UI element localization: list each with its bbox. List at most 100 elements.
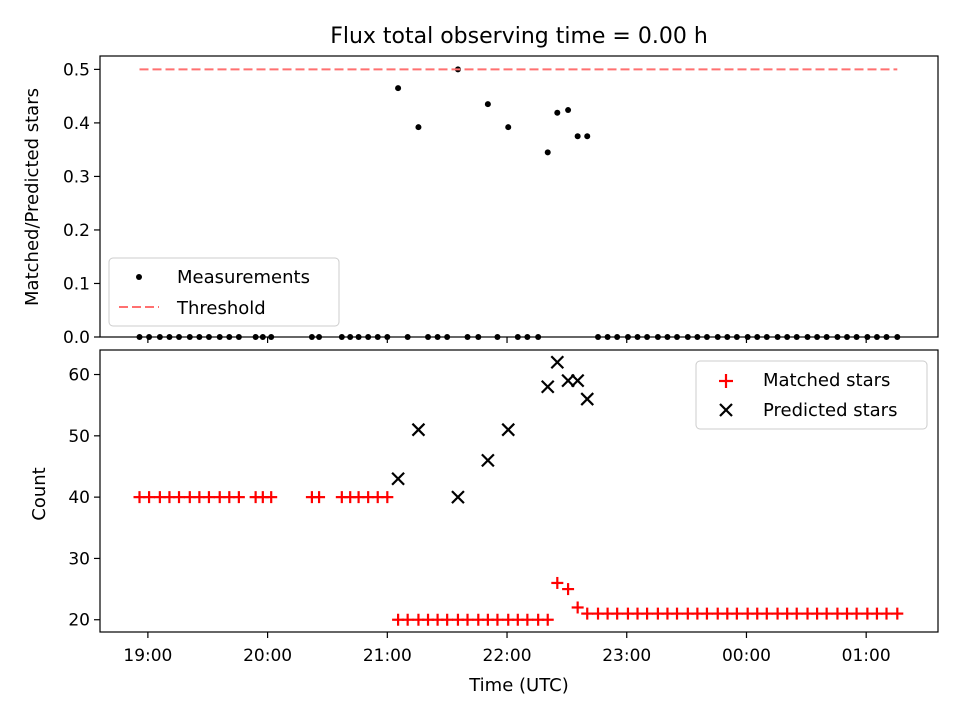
measurements-point [814, 334, 821, 340]
measurements-point [873, 334, 880, 340]
top-y-tick-label: 0.0 [63, 328, 90, 348]
predicted-stars-point [451, 490, 465, 504]
matched-stars-point [581, 607, 594, 620]
matched-stars-point [700, 607, 713, 620]
measurements-point [464, 334, 471, 340]
bottom-y-tick-label: 30 [68, 549, 90, 569]
predicted-stars-point [391, 471, 405, 486]
measurements-point [853, 334, 860, 340]
measurements-point [425, 334, 432, 340]
measurements-point [554, 109, 561, 116]
measurements-point [784, 334, 791, 340]
measurements-point [694, 334, 701, 340]
measurements-point [355, 334, 362, 340]
measurements-point [654, 334, 661, 340]
top-legend-box [108, 257, 340, 327]
measurements-point [252, 334, 259, 340]
measurements-point [894, 334, 901, 340]
x-tick-label: 19:00 [123, 646, 172, 666]
measurements-point [535, 334, 542, 340]
matched-stars-point [641, 607, 654, 620]
predicted-stars-point [561, 373, 575, 388]
measurements-point [216, 334, 223, 340]
measurements-point [544, 149, 551, 156]
matched-stars-point [173, 491, 186, 504]
top-y-tick-label: 0.5 [63, 60, 90, 80]
matched-stars-point [143, 491, 156, 504]
measurements-point [415, 124, 422, 131]
measurements-point [196, 334, 203, 340]
measurements-point [505, 124, 512, 131]
matched-stars-point [671, 607, 684, 620]
bottom-axes-frame [99, 349, 939, 633]
matched-stars-point [541, 613, 554, 626]
measurements-point [524, 334, 531, 340]
measurements-point [235, 334, 242, 340]
measurements-point [374, 334, 381, 340]
measurements-point [475, 334, 482, 340]
bottom-y-tick-label: 60 [68, 366, 90, 386]
x-tick-label: 22:00 [483, 646, 532, 666]
measurements-point [614, 334, 621, 340]
matched-stars-point [760, 607, 773, 620]
legend-threshold-label: Threshold [176, 298, 266, 319]
matched-stars-point [891, 607, 904, 620]
matched-stars-point [521, 613, 534, 626]
predicted-stars-point [580, 392, 595, 406]
matched-stars-point [265, 491, 278, 504]
measurements-point [384, 334, 391, 340]
measurements-point [584, 133, 591, 140]
bottom-y-axis: 20 30 40 50 60 [68, 366, 100, 631]
top-y-tick-label: 0.2 [63, 221, 90, 241]
measurements-point [316, 334, 323, 340]
matched-stars-point [730, 607, 743, 620]
top-chart-title: Flux total observing time = 0.00 h [330, 24, 708, 49]
measurements-point [684, 334, 691, 340]
measurements-point [595, 334, 602, 340]
matched-stars-point [381, 491, 394, 504]
measurements-point [404, 334, 411, 340]
x-tick-label: 21:00 [363, 646, 412, 666]
measurements-point [186, 334, 193, 340]
top-data-marks [136, 66, 901, 340]
measurements-point [703, 334, 710, 340]
measurements-point [176, 334, 183, 340]
legend-measurements-label: Measurements [177, 267, 310, 288]
measurements-point [136, 334, 143, 340]
bottom-x-axis: 19:00 20:00 21:00 22:00 23:00 00:00 01:00 [123, 632, 891, 666]
legend-matched-marker [719, 374, 733, 388]
matched-stars-point [313, 491, 326, 504]
matched-stars-point [441, 613, 454, 626]
measurements-point [494, 334, 501, 340]
measurements-point [754, 334, 761, 340]
matched-stars-point [571, 601, 584, 614]
measurements-point [864, 334, 871, 340]
measurements-point [146, 334, 153, 340]
measurements-point [774, 334, 781, 340]
x-tick-label: 01:00 [842, 646, 891, 666]
measurements-point [166, 334, 173, 340]
bottom-y-tick-label: 40 [68, 488, 90, 508]
measurements-point [226, 334, 233, 340]
bottom-y-axis-label: Count [29, 467, 50, 520]
measurements-point [844, 334, 851, 340]
top-y-tick-label: 0.1 [63, 274, 90, 294]
matched-stars-point [401, 613, 414, 626]
measurements-point [793, 334, 800, 340]
predicted-stars-point [481, 453, 495, 468]
measurements-point [574, 133, 581, 140]
measurements-point [634, 334, 641, 340]
x-tick-label: 00:00 [722, 646, 771, 666]
measurements-point [205, 334, 212, 340]
top-y-tick-label: 0.4 [63, 114, 90, 134]
predicted-stars-point [570, 373, 585, 388]
measurements-point [714, 334, 721, 340]
measurements-point [644, 334, 651, 340]
matched-stars-point [491, 613, 504, 626]
matched-stars-point [790, 607, 803, 620]
top-y-axis-label: Matched/Predicted stars [22, 88, 43, 306]
measurements-point [883, 334, 890, 340]
measurements-point [514, 334, 521, 340]
legend-measurements-marker [136, 274, 142, 280]
